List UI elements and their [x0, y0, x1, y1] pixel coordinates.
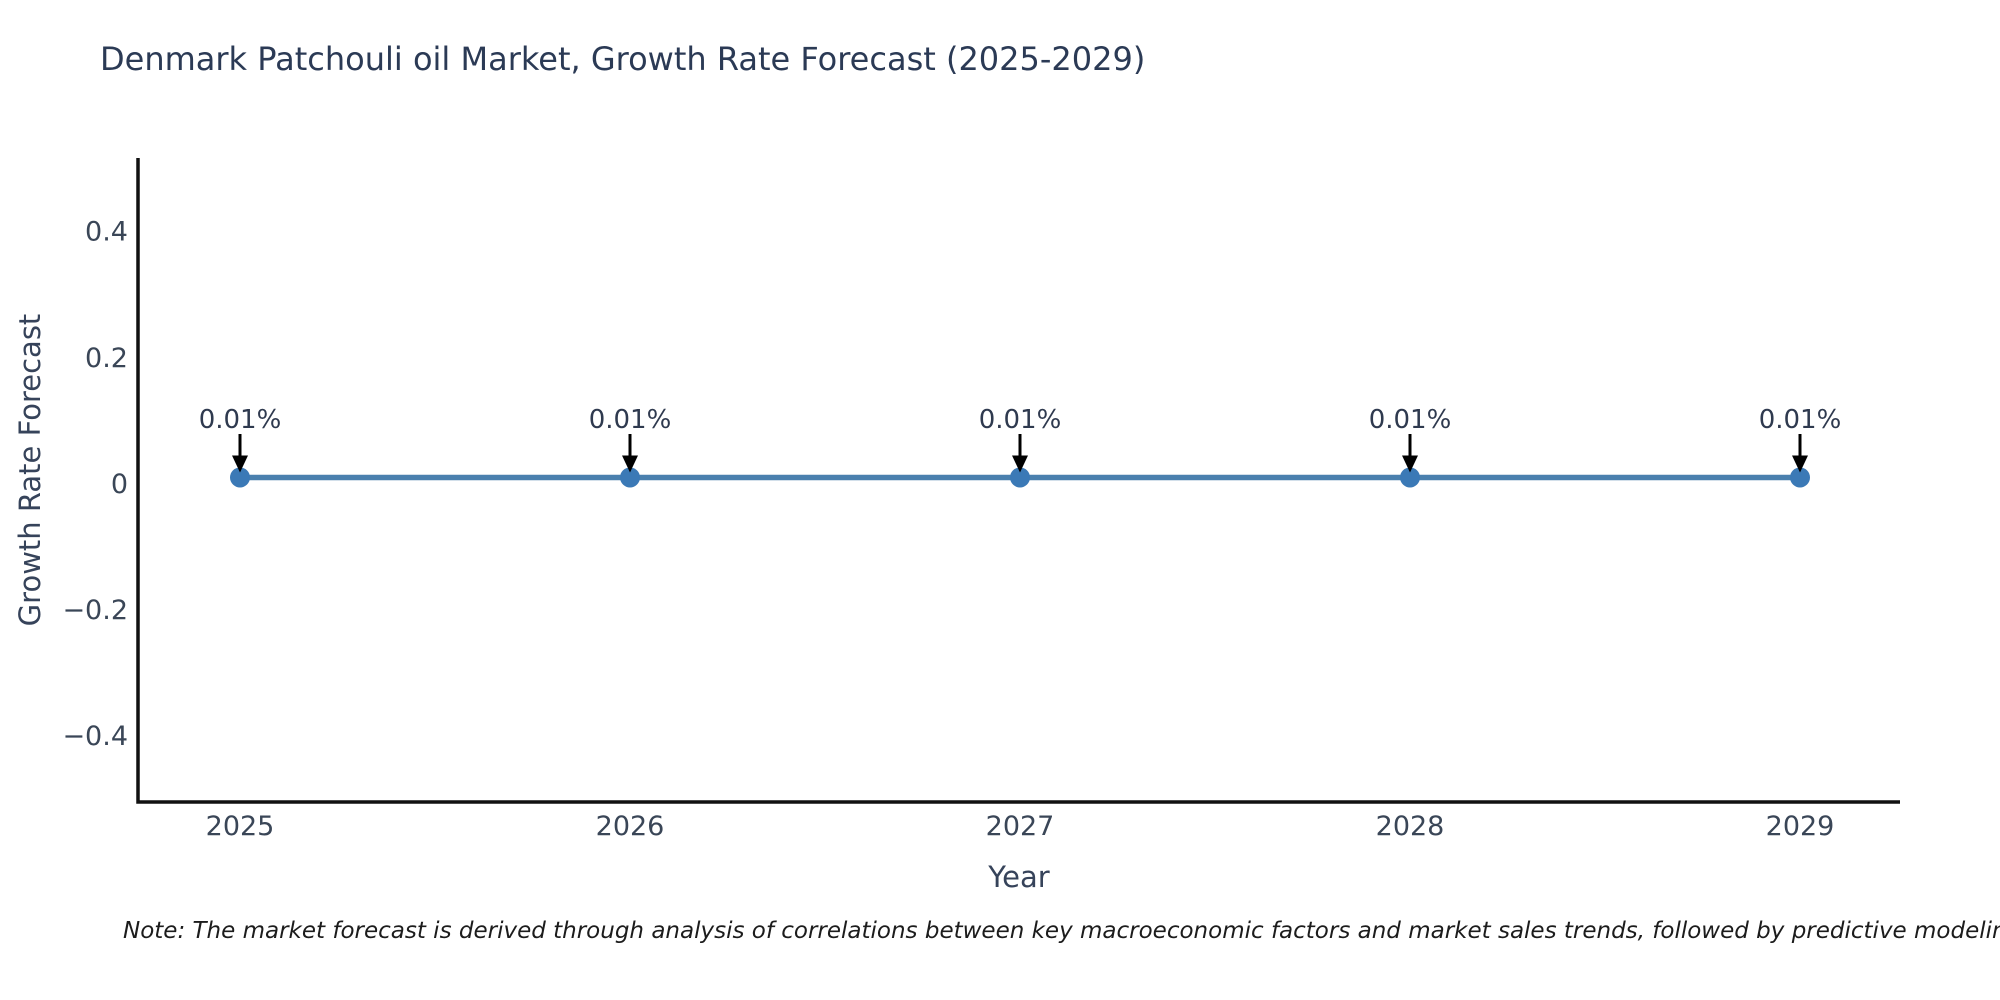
- data-point-marker: [620, 467, 640, 488]
- annotation-arrow-head: [232, 455, 248, 473]
- data-point-marker: [1400, 467, 1420, 488]
- y-tick-label: 0.4: [85, 217, 128, 248]
- x-tick-label: 2025: [206, 811, 275, 842]
- data-point-marker: [1790, 467, 1810, 488]
- y-tick-label: −0.4: [62, 721, 128, 752]
- annotation-label: 0.01%: [979, 405, 1062, 435]
- annotation-label: 0.01%: [589, 405, 672, 435]
- annotation-arrow-head: [1012, 455, 1028, 473]
- data-point-marker: [230, 467, 250, 488]
- annotation-label: 0.01%: [199, 405, 282, 435]
- annotation-label: 0.01%: [1759, 405, 1842, 435]
- data-point-marker: [1010, 467, 1030, 488]
- axis-spines: [136, 158, 1900, 804]
- x-axis-title: Year: [988, 860, 1050, 894]
- y-tick-label: 0.2: [85, 343, 128, 374]
- x-tick-label: 2027: [986, 811, 1055, 842]
- chart-title: Denmark Patchouli oil Market, Growth Rat…: [100, 40, 1146, 78]
- chart-note: Note: The market forecast is derived thr…: [123, 918, 2000, 944]
- y-tick-label: −0.2: [62, 595, 128, 626]
- x-tick-label: 2029: [1766, 811, 1835, 842]
- annotation-arrow-head: [1402, 455, 1418, 473]
- annotation-arrow-head: [622, 455, 638, 473]
- x-tick-label: 2028: [1376, 811, 1445, 842]
- annotation-label: 0.01%: [1369, 405, 1452, 435]
- annotation-arrow-head: [1792, 455, 1808, 473]
- y-tick-label: 0: [111, 469, 128, 500]
- x-tick-label: 2026: [596, 811, 665, 842]
